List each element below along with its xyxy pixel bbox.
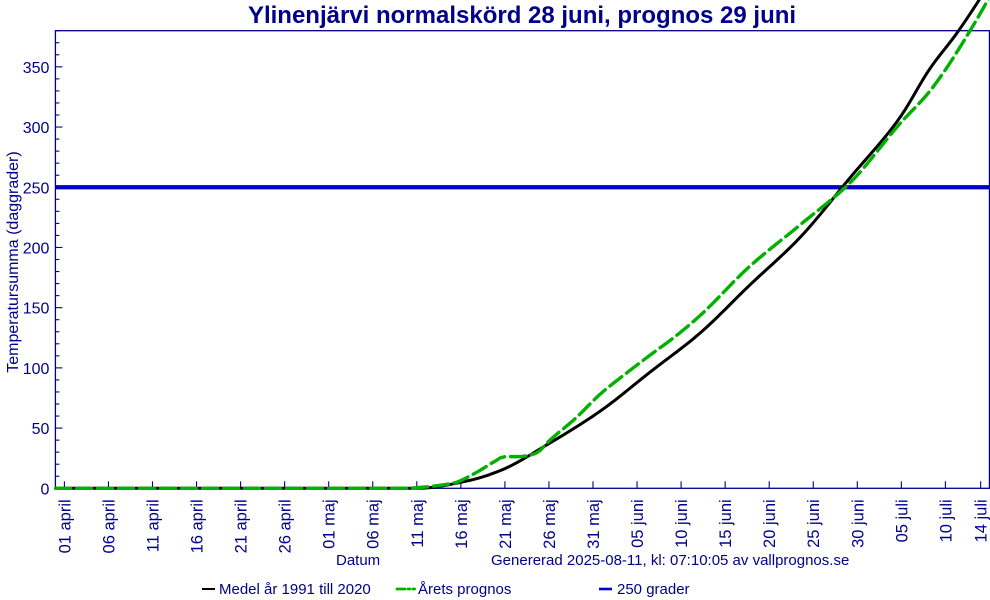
svg-text:21 april: 21 april — [233, 499, 251, 553]
svg-text:250: 250 — [23, 180, 50, 197]
svg-text:50: 50 — [32, 421, 50, 438]
svg-text:15 juni: 15 juni — [717, 499, 735, 548]
svg-text:Årets prognos: Årets prognos — [418, 581, 511, 598]
svg-text:26 april: 26 april — [277, 499, 295, 553]
svg-text:250 grader: 250 grader — [617, 581, 690, 598]
svg-text:14 juli: 14 juli — [973, 499, 990, 542]
svg-text:30 juni: 30 juni — [849, 499, 867, 548]
svg-text:350: 350 — [23, 60, 50, 77]
svg-text:10 juni: 10 juni — [673, 499, 691, 548]
svg-text:01 april: 01 april — [56, 499, 74, 553]
svg-text:16 maj: 16 maj — [453, 499, 471, 549]
svg-text:200: 200 — [23, 240, 50, 257]
svg-text:Medel år 1991 till 2020: Medel år 1991 till 2020 — [219, 581, 371, 598]
svg-text:150: 150 — [23, 301, 50, 318]
svg-text:20 juni: 20 juni — [761, 499, 779, 548]
svg-text:06 maj: 06 maj — [365, 499, 383, 549]
svg-text:05 juli: 05 juli — [893, 499, 911, 542]
svg-text:10 juli: 10 juli — [937, 499, 955, 542]
svg-text:06 april: 06 april — [100, 499, 118, 553]
svg-text:21 maj: 21 maj — [497, 499, 515, 549]
svg-text:16 april: 16 april — [189, 499, 207, 553]
svg-text:25 juni: 25 juni — [805, 499, 823, 548]
svg-text:100: 100 — [23, 361, 50, 378]
svg-text:01 maj: 01 maj — [321, 499, 339, 549]
svg-text:11 april: 11 april — [145, 499, 163, 552]
svg-text:05 juni: 05 juni — [629, 499, 647, 548]
svg-text:0: 0 — [41, 481, 50, 498]
svg-text:11 maj: 11 maj — [409, 499, 427, 547]
svg-text:31 maj: 31 maj — [585, 499, 603, 549]
svg-text:300: 300 — [23, 120, 50, 137]
svg-text:26 maj: 26 maj — [541, 499, 559, 549]
